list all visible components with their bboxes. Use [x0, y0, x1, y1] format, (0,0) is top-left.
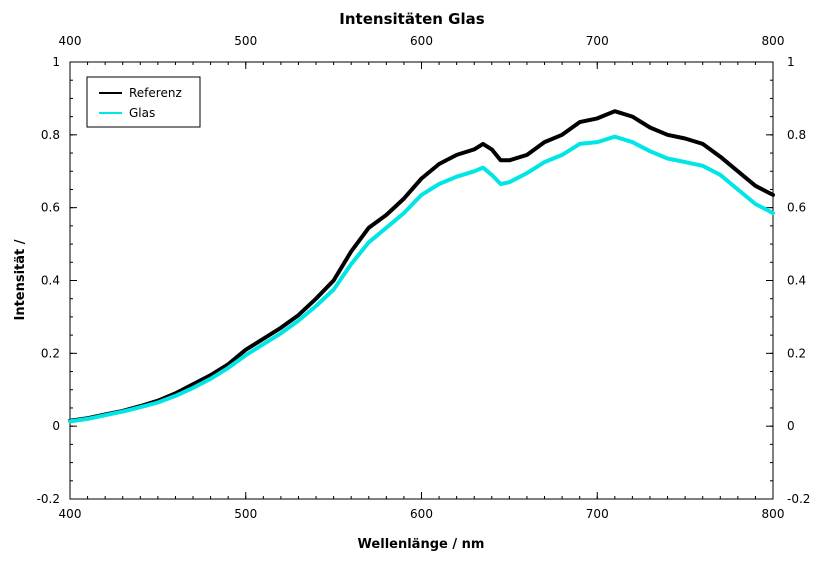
y-tick-label-right: 0.8	[787, 128, 806, 142]
x-tick-label-top: 700	[586, 34, 609, 48]
x-axis-title: Wellenlänge / nm	[358, 537, 485, 552]
x-tick-label-bottom: 500	[234, 507, 257, 521]
series-line-referenz	[68, 109, 775, 423]
y-tick-label-left: 0.6	[41, 201, 60, 215]
x-tick-label-bottom: 700	[586, 507, 609, 521]
y-tick-label-left: 0.4	[41, 274, 60, 288]
x-tick-label-top: 600	[410, 34, 433, 48]
plot-frame	[69, 61, 774, 500]
series-line-glas	[68, 134, 775, 424]
legend-label-referenz: Referenz	[129, 86, 182, 100]
y-axis-title: Intensität /	[13, 239, 28, 320]
y-tick-label-right: -0.2	[787, 492, 810, 506]
x-tick-label-top: 400	[59, 34, 82, 48]
x-tick-label-top: 500	[234, 34, 257, 48]
legend-box	[86, 76, 201, 128]
legend-label-glas: Glas	[129, 106, 155, 120]
y-tick-label-left: 1	[52, 55, 60, 69]
y-tick-label-right: 0.2	[787, 346, 806, 360]
x-tick-label-bottom: 800	[762, 507, 785, 521]
y-tick-label-left: -0.2	[37, 492, 60, 506]
y-tick-label-right: 1	[787, 55, 795, 69]
y-tick-label-right: 0.4	[787, 274, 806, 288]
x-tick-label-top: 800	[762, 34, 785, 48]
legend: Referenz Glas	[86, 76, 201, 128]
x-tick-label-bottom: 400	[59, 507, 82, 521]
chart-title: Intensitäten Glas	[339, 10, 484, 28]
y-tick-label-right: 0.6	[787, 201, 806, 215]
y-tick-label-left: 0.8	[41, 128, 60, 142]
y-tick-label-right: 0	[787, 419, 795, 433]
x-tick-label-bottom: 600	[410, 507, 433, 521]
y-tick-label-left: 0	[52, 419, 60, 433]
series-layer	[68, 109, 775, 424]
y-tick-label-left: 0.2	[41, 346, 60, 360]
